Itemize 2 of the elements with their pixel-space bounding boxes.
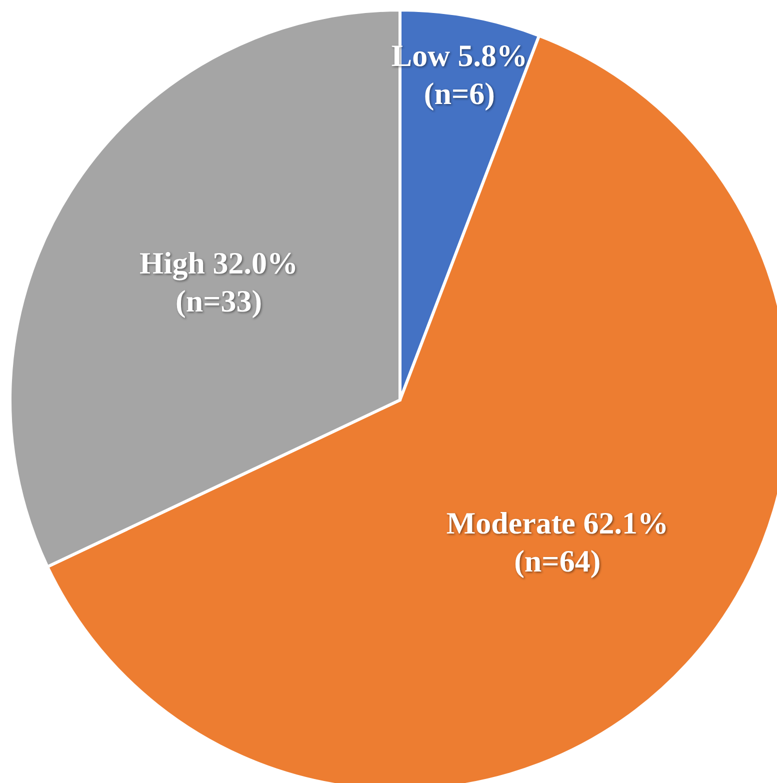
slice-label: Moderate 62.1% (n=64) <box>446 506 668 579</box>
slice-label: High 32.0% (n=33) <box>140 245 298 318</box>
